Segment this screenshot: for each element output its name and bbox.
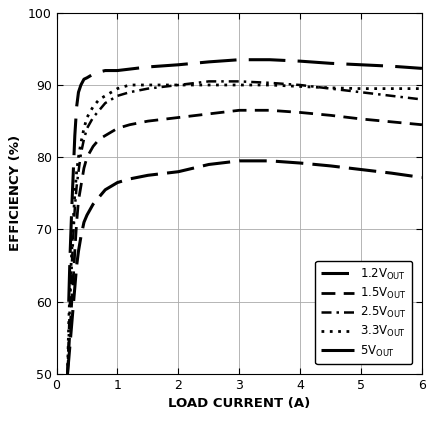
X-axis label: LOAD CURRENT (A): LOAD CURRENT (A) bbox=[168, 397, 310, 411]
Legend: 1.2V$_{\mathregular{OUT}}$, 1.5V$_{\mathregular{OUT}}$, 2.5V$_{\mathregular{OUT}: 1.2V$_{\mathregular{OUT}}$, 1.5V$_{\math… bbox=[315, 261, 411, 365]
Y-axis label: EFFICIENCY (%): EFFICIENCY (%) bbox=[9, 135, 22, 252]
